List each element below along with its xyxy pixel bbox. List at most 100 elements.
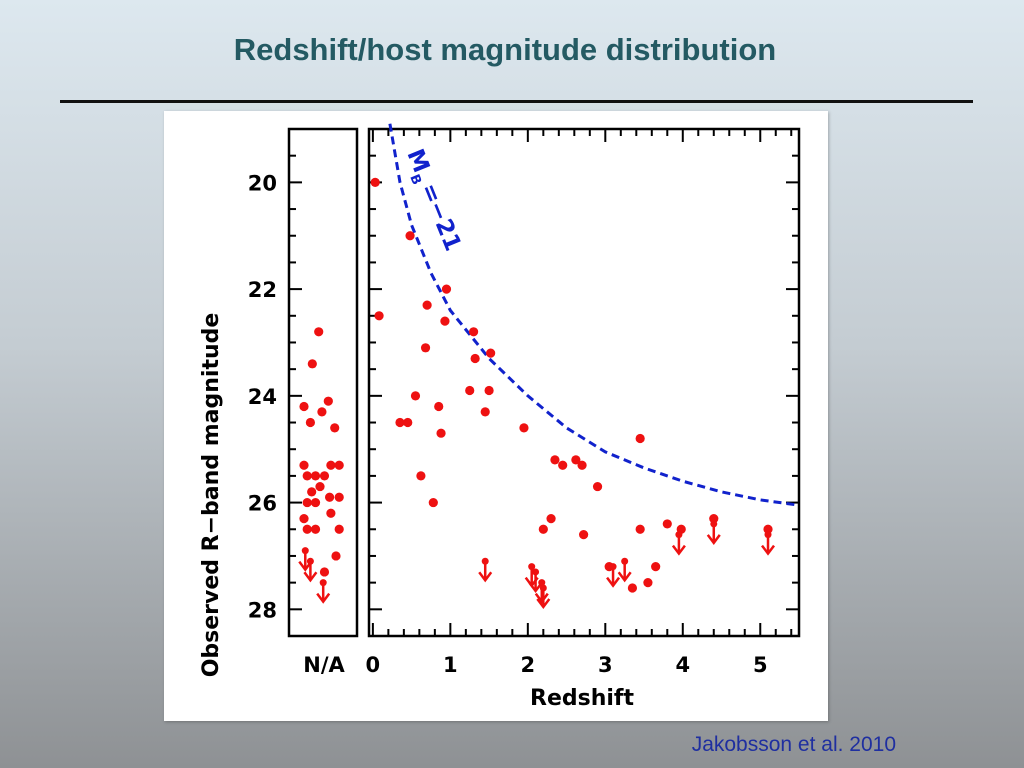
detection-point <box>403 417 413 428</box>
detection-point <box>635 524 645 534</box>
data-marks <box>298 177 776 610</box>
arrow-base-point <box>675 531 683 539</box>
y-tick-label: 28 <box>248 598 277 622</box>
detection-point <box>538 524 548 534</box>
na-detection-point <box>307 487 317 497</box>
curve-label-sub: B <box>406 172 424 187</box>
curve-label-rest: =−21 <box>415 180 466 255</box>
detection-point <box>374 311 384 321</box>
arrow-base-point <box>710 520 718 528</box>
detection-point <box>579 530 589 540</box>
detection-point <box>662 519 672 529</box>
na-upper-limit-arrow <box>316 579 331 604</box>
arrow-base-point <box>609 563 617 571</box>
detection-point <box>519 423 529 433</box>
na-detection-point <box>330 423 340 433</box>
detection-point <box>592 481 603 492</box>
upper-limit-arrow <box>706 520 721 546</box>
na-detection-point <box>317 407 327 417</box>
citation: Jakobsson et al. 2010 <box>691 733 896 756</box>
na-detection-point <box>325 492 335 502</box>
arrow-base-point <box>621 557 629 565</box>
detection-point <box>558 460 568 470</box>
arrow-base-point <box>301 547 309 555</box>
na-detection-point <box>299 460 309 470</box>
na-detection-point <box>326 508 336 518</box>
na-detection-point <box>299 513 309 524</box>
detection-point <box>480 407 490 417</box>
upper-limit-arrow <box>534 579 549 604</box>
detection-point <box>577 460 587 470</box>
na-detection-point <box>310 471 321 481</box>
na-detection-point <box>307 359 317 369</box>
upper-limit-arrow <box>478 557 493 583</box>
title-divider <box>60 100 973 103</box>
arrow-head <box>606 576 621 588</box>
na-detection-point <box>334 524 344 534</box>
arrow-head <box>671 544 686 556</box>
detection-point <box>571 455 581 465</box>
arrow-head <box>617 571 632 583</box>
na-upper-limit-arrow <box>303 557 318 583</box>
arrow-base-point <box>306 557 314 565</box>
na-detection-point <box>319 567 330 577</box>
na-detection-point <box>305 417 315 428</box>
detection-point <box>436 428 446 438</box>
x-tick-label: 1 <box>443 653 458 677</box>
arrow-base-point <box>319 579 327 587</box>
upper-limit-arrow <box>761 531 776 556</box>
detection-point <box>416 471 426 481</box>
na-detection-point <box>310 497 321 508</box>
upper-limit-arrow <box>606 563 621 588</box>
detection-point <box>422 300 432 310</box>
detection-point <box>486 348 496 358</box>
tick-labels: 0 1 2 3 4 5 20 22 24 26 28 <box>248 171 768 677</box>
detection-point <box>546 513 556 524</box>
arrow-head <box>761 544 776 556</box>
detection-point <box>410 391 421 401</box>
detection-point <box>405 231 415 241</box>
arrow-base-point <box>538 579 546 587</box>
arrow-head <box>536 598 551 610</box>
y-tick-label: 26 <box>248 492 277 516</box>
na-detection-point <box>323 396 333 406</box>
x-tick-label: 5 <box>753 653 768 677</box>
upper-limit-arrow <box>536 584 551 610</box>
main-plot-frame <box>367 127 801 638</box>
x-axis-title: Redshift <box>530 686 634 711</box>
detection-point <box>440 316 450 326</box>
scatter-chart: MB=−21 0 1 2 3 4 5 20 22 24 26 28 Redshift Observe… <box>199 123 801 711</box>
detection-point <box>441 284 452 294</box>
na-detection-point <box>299 401 309 412</box>
detection-point <box>468 327 479 337</box>
detection-point <box>395 417 405 428</box>
curve-label-base: M <box>401 146 434 177</box>
detection-point <box>709 513 719 524</box>
arrow-head <box>534 592 549 604</box>
detection-point <box>470 353 480 364</box>
y-tick-label: 20 <box>248 171 277 195</box>
arrow-base-point <box>532 568 540 576</box>
x-tick-label: 2 <box>521 653 536 677</box>
na-detection-point <box>334 492 344 502</box>
mb-minus-21-curve <box>388 123 800 507</box>
na-detection-point <box>315 481 325 492</box>
na-detection-point <box>302 497 312 508</box>
detection-point <box>763 524 773 534</box>
x-tick-label: 0 <box>366 653 381 677</box>
detection-point <box>420 343 431 353</box>
x-tick-label: 3 <box>598 653 613 677</box>
na-detection-point <box>302 524 312 534</box>
detection-point <box>651 562 661 572</box>
chart-panel: MB=−21 0 1 2 3 4 5 20 22 24 26 28 Redshift Observe… <box>164 111 828 721</box>
detection-point <box>370 177 380 187</box>
detection-point <box>465 385 475 396</box>
detection-point <box>635 433 645 444</box>
detection-point <box>627 583 638 593</box>
upper-limit-arrow <box>528 568 543 594</box>
detection-point <box>434 401 444 412</box>
arrow-head <box>316 592 331 604</box>
y-tick-label: 22 <box>248 278 277 302</box>
arrow-head <box>478 571 493 583</box>
y-tick-label: 24 <box>248 385 277 409</box>
